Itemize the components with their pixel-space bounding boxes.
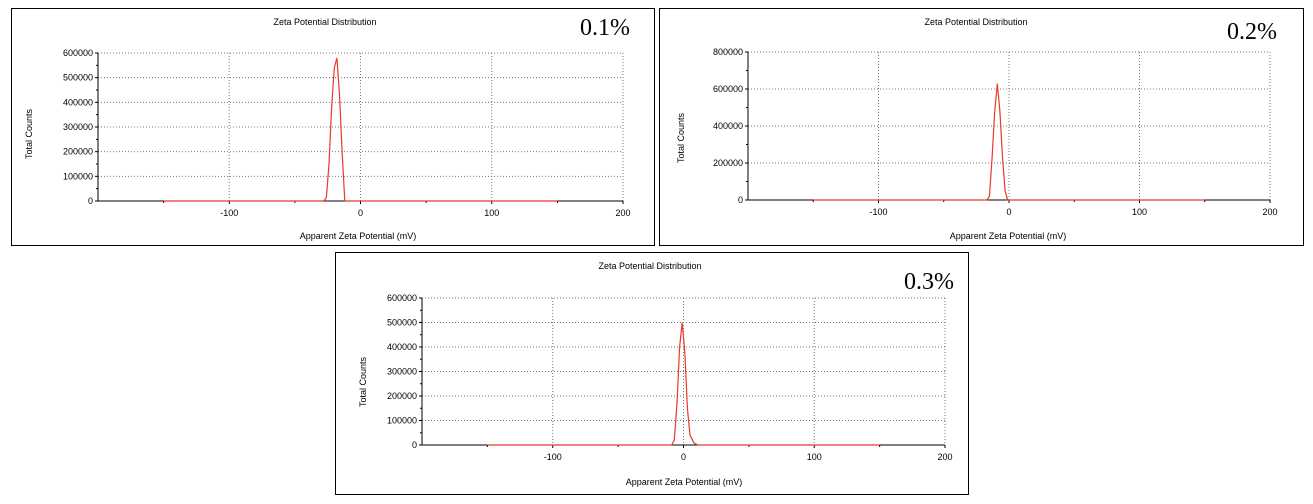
x-tick-label: 100 (1132, 207, 1147, 217)
series-line (163, 57, 558, 202)
y-tick-label: 800000 (713, 47, 743, 57)
x-tick-label: 200 (937, 452, 952, 462)
chart-title: Zeta Potential Distribution (598, 261, 702, 271)
plot-area-1: 0 100000 200000 300000 400000 500000 600000 -10… (63, 48, 631, 218)
x-tick-label: 0 (358, 208, 363, 218)
y-tick-label: 200000 (713, 158, 743, 168)
x-tick-label: -100 (869, 207, 887, 217)
x-axis-label: Apparent Zeta Potential (mV) (625, 477, 743, 487)
y-tick-label: 400000 (713, 121, 743, 131)
y-tick-label: 600000 (63, 48, 93, 58)
y-tick-label: 600000 (713, 84, 743, 94)
chart-panel-2: Zeta Potential Distribution 0.2% Total C… (659, 8, 1304, 246)
x-tick-label: 200 (615, 208, 630, 218)
y-tick-label: 0 (88, 196, 93, 206)
x-tick-label: 100 (807, 452, 822, 462)
y-tick-label: 500000 (387, 318, 417, 328)
chart-title: Zeta Potential Distribution (273, 17, 377, 27)
series-line (487, 322, 880, 446)
y-tick-label: 200000 (63, 147, 93, 157)
chart-title: Zeta Potential Distribution (924, 17, 1028, 27)
x-tick-label: 200 (1262, 207, 1277, 217)
y-tick-label: 200000 (387, 391, 417, 401)
x-tick-label: 0 (681, 452, 686, 462)
concentration-label: 0.3% (904, 269, 954, 295)
y-tick-label: 300000 (63, 122, 93, 132)
y-tick-label: 500000 (63, 73, 93, 83)
plot-area-2: 0 200000 400000 600000 800000 -100 0 100 200 (713, 47, 1278, 217)
y-tick-label: 300000 (387, 367, 417, 377)
y-tick-label: 0 (412, 440, 417, 450)
y-tick-label: 400000 (387, 342, 417, 352)
x-tick-label: 0 (1006, 207, 1011, 217)
x-axis-label: Apparent Zeta Potential (mV) (299, 231, 417, 241)
chart-panel-3: Zeta Potential Distribution 0.3% Total C… (335, 252, 969, 495)
chart-panel-1: Zeta Potential Distribution 0.1% Total C… (11, 8, 655, 246)
x-axis-label: Apparent Zeta Potential (mV) (949, 231, 1067, 241)
x-tick-label: 100 (484, 208, 499, 218)
y-tick-label: 100000 (63, 171, 93, 181)
x-tick-label: -100 (544, 452, 562, 462)
concentration-label: 0.1% (580, 15, 630, 41)
y-tick-label: 0 (738, 195, 743, 205)
plot-area-3: 0 100000 200000 300000 400000 500000 600000 -10… (387, 293, 953, 462)
x-tick-label: -100 (220, 208, 238, 218)
series-line (813, 83, 1205, 201)
y-tick-label: 600000 (387, 293, 417, 303)
y-tick-label: 400000 (63, 97, 93, 107)
concentration-label: 0.2% (1227, 19, 1277, 45)
y-tick-label: 100000 (387, 416, 417, 426)
